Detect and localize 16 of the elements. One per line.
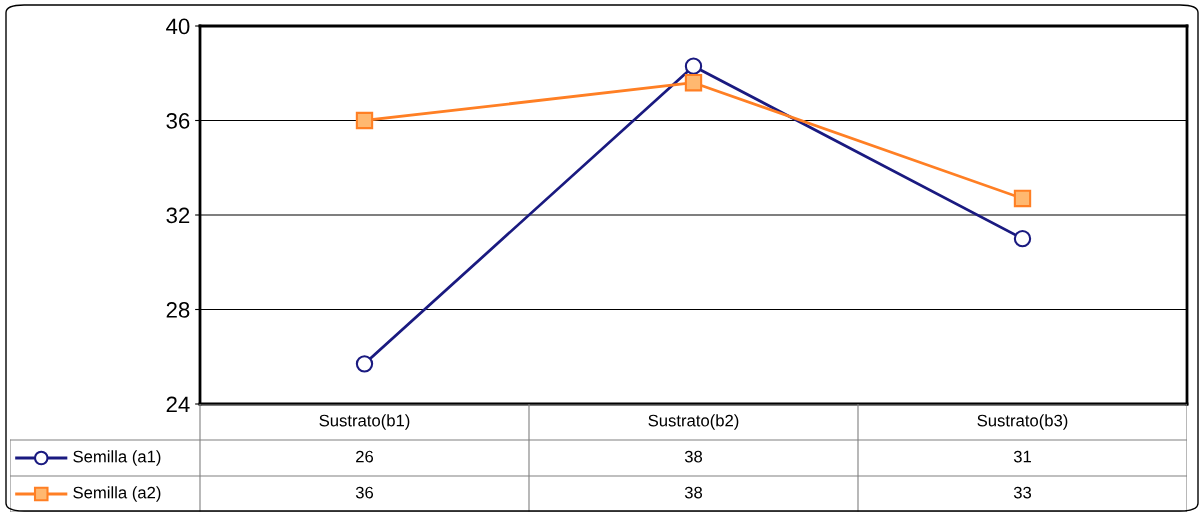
data-label: 31 [1013,450,1031,463]
data-label: 36 [355,486,374,499]
x-tick-label: Sustrato(b1) [319,414,410,430]
data-label: 38 [684,450,703,463]
y-tick-label: 24 [166,396,190,413]
y-tick-label: 36 [166,113,190,129]
legend-label: Semilla (a1) [73,450,161,466]
data-label: 38 [684,486,703,499]
data-label: 33 [1013,486,1032,499]
y-tick-label: 32 [166,207,190,224]
x-tick-label: Sustrato(b3) [977,414,1068,430]
legend-label: Semilla (a2) [73,486,161,502]
x-tick-label: Sustrato(b2) [648,414,739,430]
data-label: 26 [356,450,374,463]
y-tick-label: 28 [166,302,190,318]
y-tick-label: 40 [166,18,190,35]
